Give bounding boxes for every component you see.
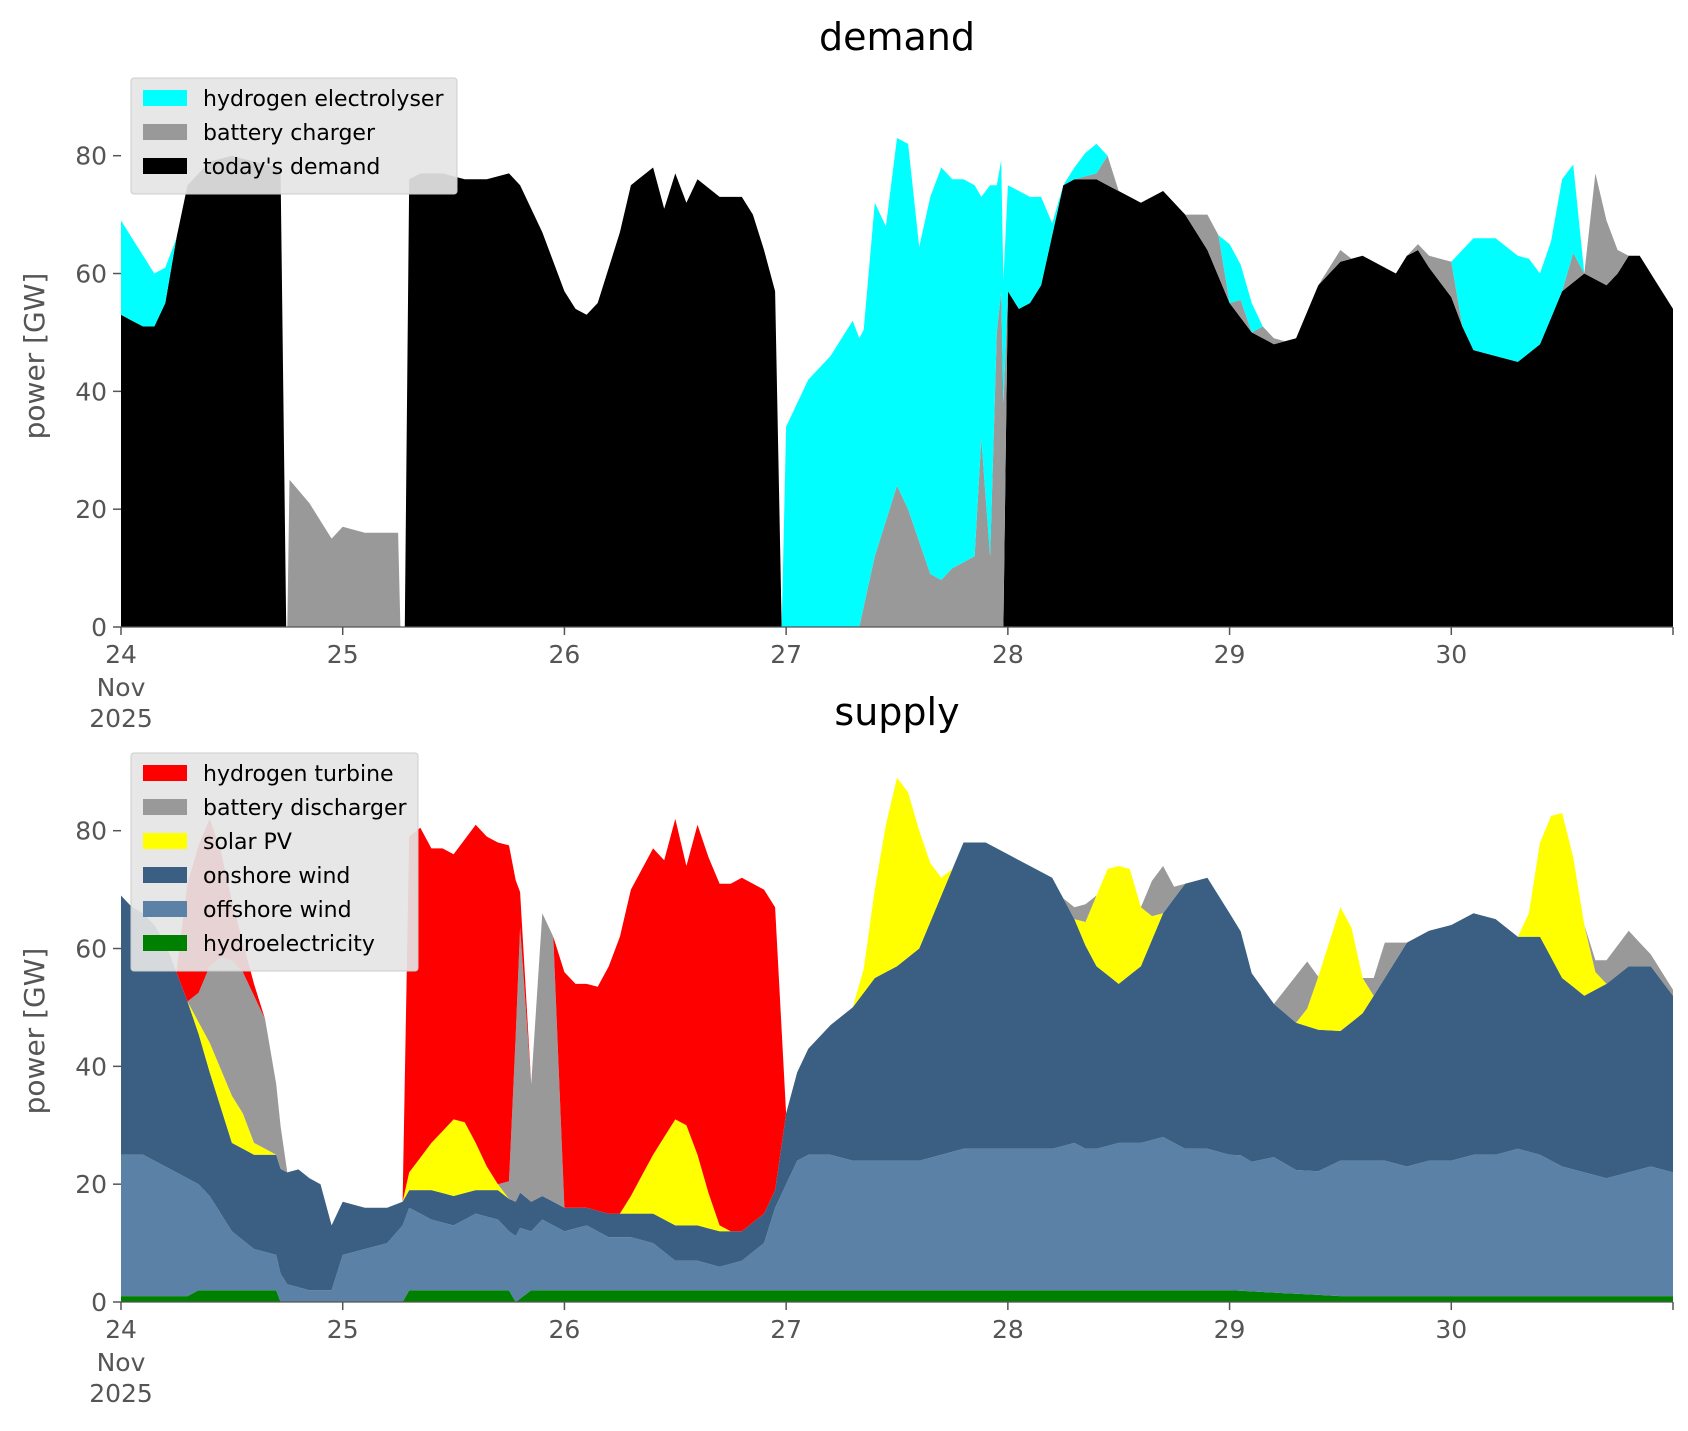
- legend-swatch: [143, 90, 187, 106]
- legend-swatch: [143, 867, 187, 883]
- x-tick-label: 28: [992, 640, 1024, 669]
- x-tick-month: Nov: [97, 1348, 146, 1377]
- legend: hydrogen electrolyser battery charger toda…: [131, 78, 457, 194]
- x-tick-label: 30: [1435, 1315, 1467, 1344]
- legend-swatch: [143, 158, 187, 174]
- demand-title: demand: [819, 15, 975, 59]
- x-tick-year: 2025: [89, 704, 153, 733]
- x-tick-label: 25: [327, 1315, 359, 1344]
- legend-swatch: [143, 124, 187, 140]
- y-axis-label: power [GW]: [18, 948, 51, 1115]
- y-axis-label: power [GW]: [18, 273, 51, 440]
- x-tick-label: 26: [549, 640, 581, 669]
- x-tick-label: 30: [1435, 640, 1467, 669]
- legend: hydrogen turbine battery discharger solar …: [131, 753, 418, 971]
- x-tick-label: 27: [770, 640, 802, 669]
- legend-label: onshore wind: [203, 864, 350, 889]
- y-tick-label: 40: [75, 1052, 107, 1081]
- legend-swatch: [143, 799, 187, 815]
- x-tick-label: 29: [1214, 640, 1246, 669]
- x-tick-label: 25: [327, 640, 359, 669]
- legend-swatch: [143, 901, 187, 917]
- legend-label: battery discharger: [203, 796, 408, 821]
- x-tick-label: 24: [105, 1315, 137, 1344]
- y-tick-label: 0: [91, 1288, 107, 1317]
- y-tick-label: 40: [75, 377, 107, 406]
- legend-label: solar PV: [203, 830, 292, 855]
- legend-swatch: [143, 833, 187, 849]
- legend-label: hydroelectricity: [203, 932, 375, 957]
- legend-label: hydrogen turbine: [203, 762, 394, 787]
- x-tick-label: 24: [105, 640, 137, 669]
- x-tick-month: Nov: [97, 673, 146, 702]
- x-tick-label: 26: [549, 1315, 581, 1344]
- legend-swatch: [143, 935, 187, 951]
- y-tick-label: 20: [75, 1170, 107, 1199]
- y-tick-label: 60: [75, 935, 107, 964]
- legend-label: battery charger: [203, 121, 376, 146]
- legend-label: offshore wind: [203, 898, 352, 923]
- x-tick-year: 2025: [89, 1379, 153, 1408]
- legend-swatch: [143, 765, 187, 781]
- y-tick-label: 80: [75, 817, 107, 846]
- y-tick-label: 80: [75, 142, 107, 171]
- energy-chart: demandpower [GW]02040608024Nov202525 26 27…: [0, 0, 1688, 1431]
- x-tick-label: 27: [770, 1315, 802, 1344]
- y-tick-label: 0: [91, 613, 107, 642]
- x-tick-label: 28: [992, 1315, 1024, 1344]
- y-tick-label: 20: [75, 495, 107, 524]
- x-tick-label: 29: [1214, 1315, 1246, 1344]
- legend-label: hydrogen electrolyser: [203, 87, 444, 112]
- y-tick-label: 60: [75, 260, 107, 289]
- legend-label: today's demand: [203, 155, 380, 180]
- supply-title: supply: [834, 690, 959, 734]
